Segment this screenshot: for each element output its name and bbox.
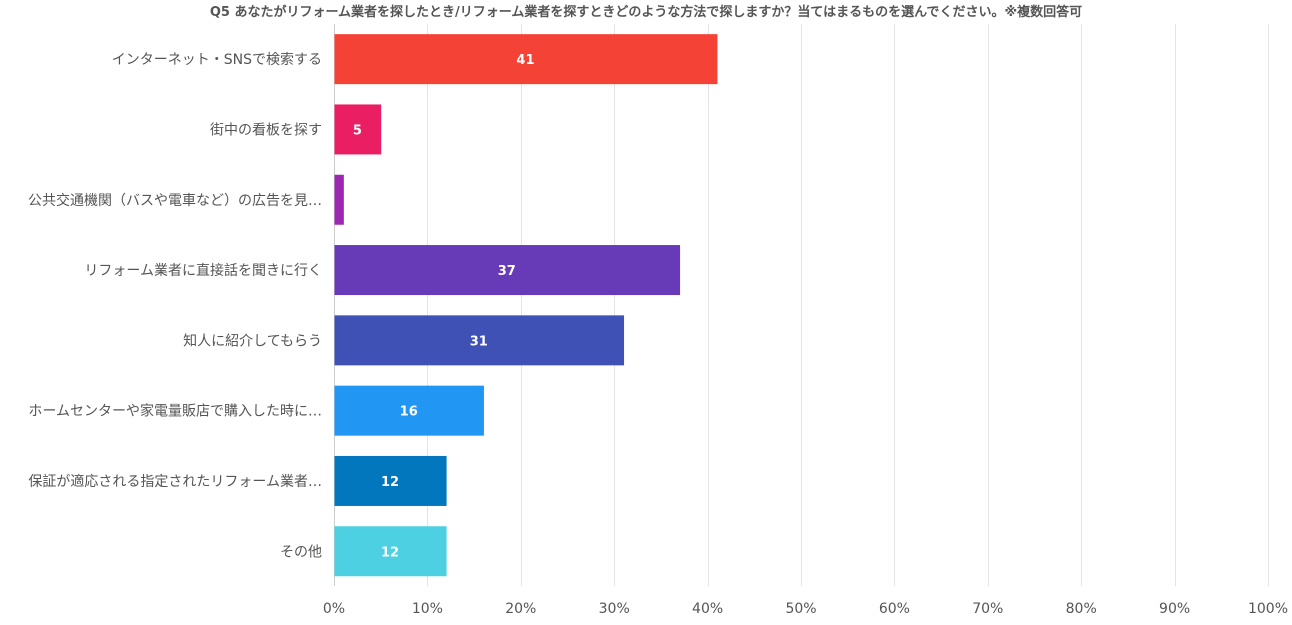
x-tick-label: 90% [1159, 601, 1190, 617]
data-label-6: 12 [381, 475, 399, 490]
x-tick-label: 80% [1066, 601, 1097, 617]
category-label-1: 街中の看板を探す [210, 122, 322, 138]
category-label-7: その他 [280, 544, 322, 560]
x-tick-label: 100% [1248, 601, 1288, 617]
x-tick-label: 10% [412, 601, 443, 617]
category-label-6: 保証が適応される指定されたリフォーム業者… [28, 473, 322, 490]
bar-3 [334, 245, 681, 296]
x-tick-label: 0% [323, 601, 345, 617]
bar-1 [334, 104, 382, 155]
data-label-0: 41 [516, 53, 534, 68]
bar-6 [334, 455, 447, 506]
category-label-4: 知人に紹介してもらう [183, 332, 322, 349]
category-label-2: 公共交通機関（バスや電車など）の広告を見… [28, 192, 322, 209]
data-label-5: 16 [400, 405, 418, 420]
x-tick-label: 20% [505, 601, 536, 617]
bar-0 [334, 34, 718, 85]
data-label-7: 12 [381, 545, 399, 560]
x-tick-label: 60% [879, 601, 910, 617]
bar-2 [334, 174, 344, 225]
gridlines [334, 24, 1269, 586]
x-tick-label: 70% [972, 601, 1003, 617]
category-label-0: インターネット・SNSで検索する [112, 51, 322, 68]
category-label-5: ホームセンターや家電量販店で購入した時に… [28, 403, 322, 420]
data-label-3: 37 [498, 264, 516, 279]
chart-title: Q5 あなたがリフォーム業者を探したとき/リフォーム業者を探すときどのような方法… [210, 4, 1082, 20]
bar-5 [334, 385, 484, 436]
x-tick-label: 50% [785, 601, 816, 617]
data-label-4: 31 [470, 334, 488, 349]
x-tick-label: 40% [692, 601, 723, 617]
bars: 41 5 37 31 16 12 12 [334, 34, 718, 577]
x-axis-ticks: 0% 10% 20% 30% 40% 50% 60% 70% 80% 90% 100% [323, 601, 1288, 617]
data-label-1: 5 [353, 123, 362, 138]
bar-7 [334, 526, 447, 577]
x-tick-label: 30% [599, 601, 630, 617]
category-label-3: リフォーム業者に直接話を聞きに行く [84, 262, 322, 279]
category-labels: インターネット・SNSで検索する街中の看板を探す公共交通機関（バスや電車など）の… [28, 51, 322, 560]
bar-4 [334, 315, 625, 366]
